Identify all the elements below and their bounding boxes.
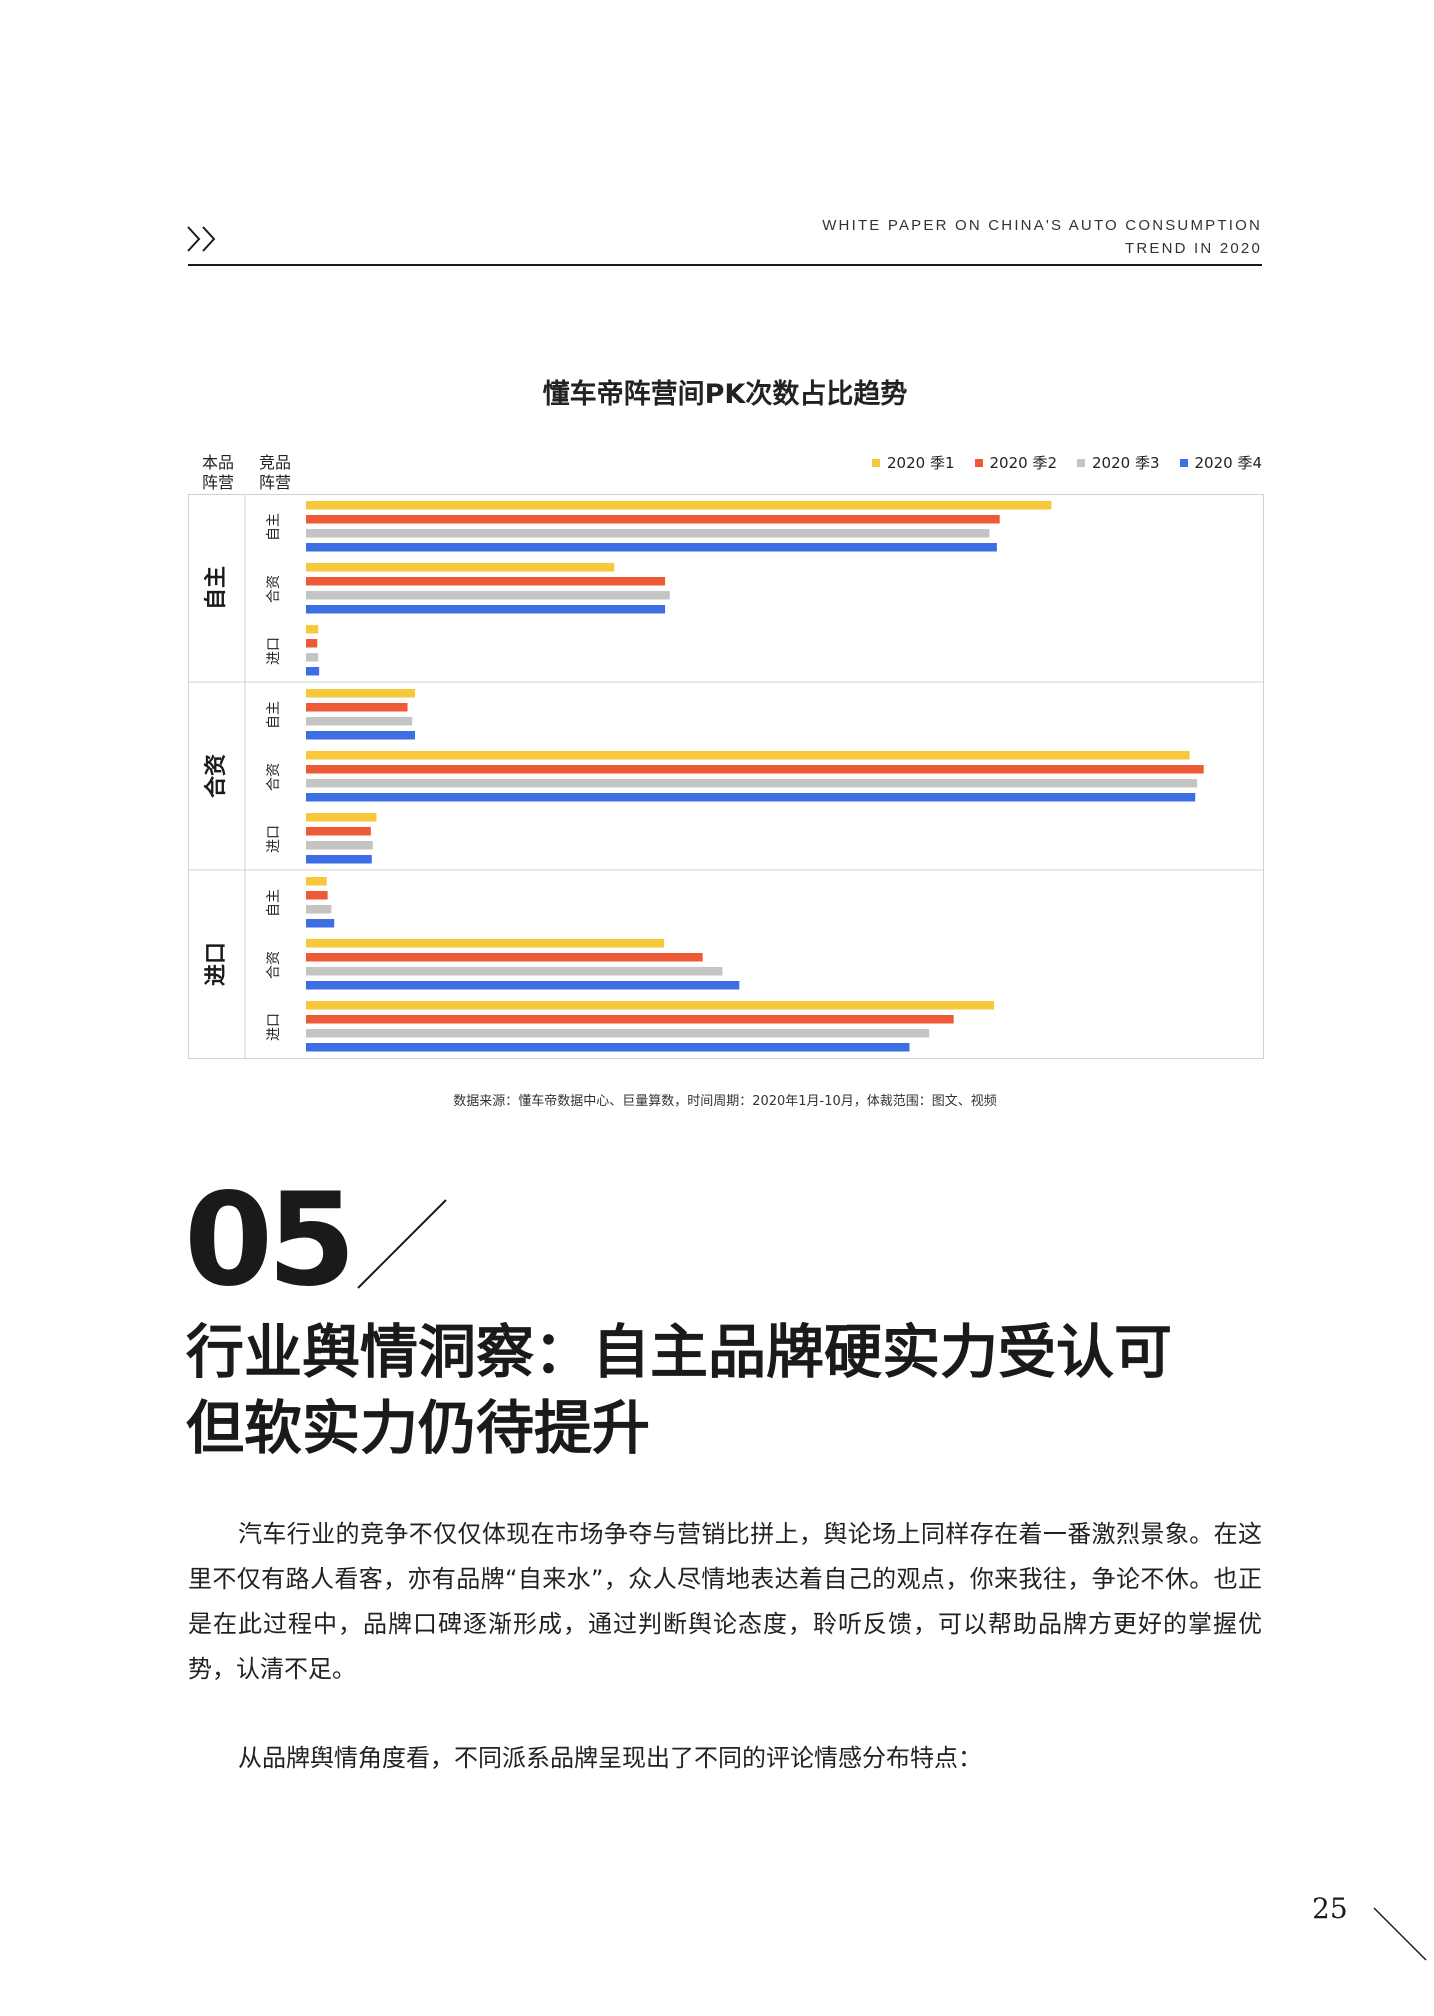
group-label: 进口 [204,942,229,986]
bar [306,717,412,726]
data-source-note: 数据来源：懂车帝数据中心、巨量算数，时间周期：2020年1月-10月，体裁范围：… [188,1090,1262,1109]
bar [306,919,334,928]
bar [306,855,372,864]
bar [306,667,319,676]
bar [306,653,318,662]
legend-label-q2: 2020 季2 [990,452,1058,473]
row-header-outer-line1: 本品 [196,453,240,473]
bar [306,501,1051,510]
header-title-line2: TREND IN 2020 [822,237,1262,260]
category-label: 合资 [266,763,282,791]
bar [306,967,722,976]
bar [306,605,665,614]
category-label: 进口 [266,825,282,853]
bar [306,625,318,634]
legend-label-q1: 2020 季1 [887,452,955,473]
bar [306,813,377,822]
bar [306,577,665,586]
bar [306,1001,994,1010]
section-number: 05 [184,1176,350,1306]
chart-legend: 2020 季1 2020 季2 2020 季3 2020 季4 [872,452,1262,473]
bar [306,939,664,948]
category-label: 自主 [266,889,282,917]
bar [306,703,408,712]
bar [306,529,989,538]
body-paragraph-2: 从品牌舆情角度看，不同派系品牌呈现出了不同的评论情感分布特点： [188,1736,1262,1781]
row-header-inner-line2: 阵营 [253,473,297,493]
bar [306,793,1195,802]
chart-title: 懂车帝阵营间PK次数占比趋势 [188,372,1262,411]
bar [306,891,328,900]
bar [306,543,997,552]
category-label: 进口 [266,1013,282,1041]
bar [306,953,703,962]
bar [306,515,1000,524]
bar [306,751,1190,760]
row-header-outer: 本品 阵营 [196,453,240,493]
bar [306,731,415,740]
bar [306,1015,954,1024]
bar [306,877,327,886]
category-label: 自主 [266,701,282,729]
legend-item-q2: 2020 季2 [975,452,1058,473]
legend-item-q4: 2020 季4 [1180,452,1263,473]
page-number: 25 [1312,1892,1348,1925]
double-chevron-icon [186,224,220,254]
legend-swatch-q3 [1077,459,1085,467]
header-title: WHITE PAPER ON CHINA'S AUTO CONSUMPTION … [822,214,1262,260]
legend-swatch-q2 [975,459,983,467]
bar [306,591,670,600]
header-title-line1: WHITE PAPER ON CHINA'S AUTO CONSUMPTION [822,214,1262,237]
section-title-line2: 但软实力仍待提升 [186,1390,1286,1466]
bar [306,981,739,990]
legend-label-q3: 2020 季3 [1092,452,1160,473]
section-title: 行业舆情洞察：自主品牌硬实力受认可 但软实力仍待提升 [186,1314,1286,1466]
category-label: 合资 [266,575,282,603]
category-label: 进口 [266,637,282,665]
slash-decoration [356,1198,448,1290]
category-label: 自主 [266,513,282,541]
legend-swatch-q4 [1180,459,1188,467]
category-label: 合资 [266,951,282,979]
row-header-outer-line2: 阵营 [196,473,240,493]
legend-swatch-q1 [872,459,880,467]
corner-diagonal-decoration [1372,1906,1428,1962]
row-header-inner-line1: 竞品 [253,453,297,473]
bar [306,1043,909,1052]
legend-item-q3: 2020 季3 [1077,452,1160,473]
bar [306,689,415,698]
legend-label-q4: 2020 季4 [1195,452,1263,473]
body-paragraph-1: 汽车行业的竞争不仅仅体现在市场争夺与营销比拼上，舆论场上同样存在着一番激烈景象。… [188,1512,1262,1692]
group-label: 合资 [203,754,229,798]
row-header-inner: 竞品 阵营 [253,453,297,493]
bar [306,639,317,648]
group-label: 自主 [203,566,229,610]
bar [306,779,1197,788]
bar [306,563,614,572]
bar [306,827,371,836]
header-rule [188,264,1262,266]
bar [306,905,331,914]
legend-item-q1: 2020 季1 [872,452,955,473]
bar [306,841,373,850]
bar [306,1029,929,1038]
bar [306,765,1204,774]
section-title-line1: 行业舆情洞察：自主品牌硬实力受认可 [186,1314,1286,1390]
